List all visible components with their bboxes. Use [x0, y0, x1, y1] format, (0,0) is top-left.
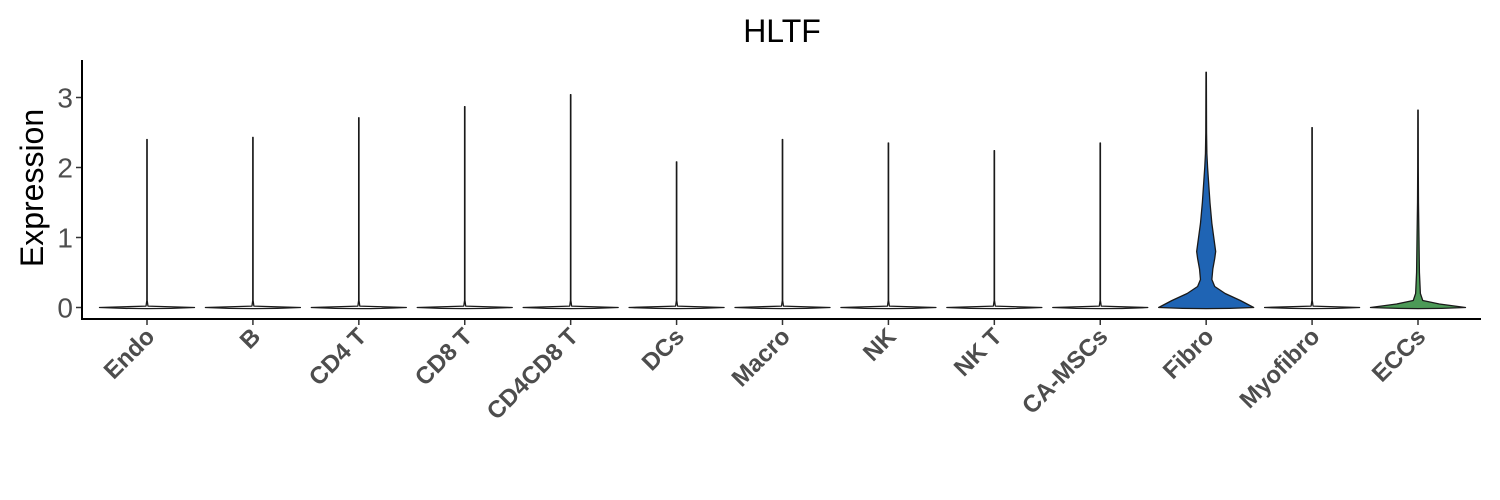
- y-axis-ticks: 0 1 2 3: [57, 83, 82, 324]
- x-axis-ticks: Endo B CD4 T CD8 T CD4CD8 T DCs Macro NK NK T CA-…: [99, 319, 1431, 425]
- violin-dcs: [628, 161, 725, 310]
- violin-ca-mscs: [1052, 142, 1149, 310]
- violin-b: [204, 136, 302, 310]
- violin-eccs: [1369, 109, 1467, 310]
- y-tick-label: 1: [57, 223, 73, 254]
- x-tick-label: CD8 T: [410, 323, 478, 391]
- x-tick-label: CA-MSCs: [1017, 323, 1113, 419]
- violin-nk-t: [946, 150, 1043, 310]
- violin-cd4cd8-t: [522, 94, 619, 310]
- violin-nk: [840, 142, 937, 310]
- x-tick-label: CD4 T: [304, 323, 372, 391]
- violin-cd4-t: [310, 117, 407, 310]
- y-tick-label: 3: [57, 83, 73, 114]
- x-tick-label: Fibro: [1158, 323, 1220, 385]
- x-tick-label: ECCs: [1367, 323, 1431, 387]
- x-tick-label: CD4CD8 T: [482, 323, 584, 425]
- violin-myofibro: [1263, 126, 1361, 310]
- violin-fibro: [1158, 71, 1255, 310]
- violin-endo: [98, 138, 196, 310]
- chart-title: HLTF: [743, 13, 821, 49]
- violins-group: [98, 71, 1467, 310]
- x-tick-label: Myofibro: [1235, 323, 1326, 414]
- y-axis-label: Expression: [14, 109, 50, 267]
- y-tick-label: 0: [57, 293, 73, 324]
- x-tick-label: NK: [858, 323, 902, 367]
- x-tick-label: Macro: [727, 323, 796, 392]
- x-tick-label: DCs: [637, 323, 690, 376]
- x-tick-label: Endo: [99, 323, 161, 385]
- violin-macro: [734, 138, 831, 310]
- x-tick-label: NK T: [949, 323, 1008, 382]
- violin-cd8-t: [416, 105, 513, 310]
- x-tick-label: B: [235, 323, 266, 354]
- y-tick-label: 2: [57, 153, 73, 184]
